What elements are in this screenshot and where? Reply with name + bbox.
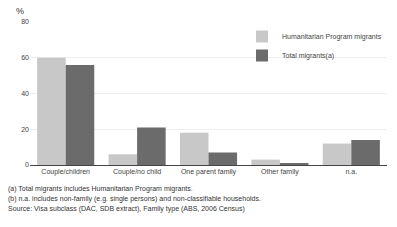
svg-text:%: % [16, 6, 24, 16]
svg-text:80: 80 [21, 18, 29, 25]
svg-text:One parent family: One parent family [181, 168, 237, 176]
svg-text:Other family: Other family [261, 168, 299, 176]
svg-text:Source: Visa subclass (DAC, SD: Source: Visa subclass (DAC, SDB extract)… [8, 205, 245, 213]
svg-text:(b) n.a. includes non-family (: (b) n.a. includes non-family (e.g. singl… [8, 195, 261, 203]
svg-text:20: 20 [21, 126, 29, 133]
svg-text:n.a.: n.a. [345, 168, 357, 175]
svg-text:60: 60 [21, 54, 29, 61]
svg-text:(a) Total migrants includes Hu: (a) Total migrants includes Humanitarian… [8, 185, 193, 193]
svg-text:Total migrants(a): Total migrants(a) [282, 52, 334, 60]
svg-text:Couple/children: Couple/children [41, 168, 90, 176]
svg-text:0: 0 [25, 161, 29, 168]
svg-text:Humanitarian Program migrants: Humanitarian Program migrants [282, 33, 382, 41]
svg-text:40: 40 [21, 90, 29, 97]
svg-text:Couple/no child: Couple/no child [113, 168, 161, 176]
